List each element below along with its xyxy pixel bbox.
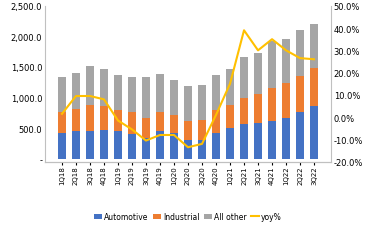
Bar xyxy=(156,113,164,131)
Bar xyxy=(240,99,248,125)
Bar xyxy=(142,77,150,119)
yoy% xyxy=(130,128,134,131)
Bar xyxy=(58,133,66,159)
Bar xyxy=(170,133,178,159)
yoy% xyxy=(102,99,106,101)
Bar xyxy=(212,110,220,133)
Bar xyxy=(100,130,108,159)
Legend: Automotive, Industrial, All other, yoy%: Automotive, Industrial, All other, yoy% xyxy=(94,212,282,221)
Bar xyxy=(100,70,108,107)
Bar xyxy=(72,132,80,159)
yoy% xyxy=(200,143,204,146)
Bar xyxy=(282,40,290,84)
yoy% xyxy=(74,95,78,98)
Bar xyxy=(282,118,290,159)
yoy% xyxy=(60,113,64,116)
Bar xyxy=(268,121,276,159)
Bar xyxy=(170,116,178,133)
yoy% xyxy=(158,134,162,137)
Bar xyxy=(254,124,262,159)
Bar xyxy=(184,140,192,159)
Bar xyxy=(198,121,206,141)
Bar xyxy=(170,81,178,116)
yoy% xyxy=(298,58,302,60)
Bar xyxy=(114,111,122,132)
Bar xyxy=(114,76,122,111)
Bar xyxy=(282,84,290,118)
Bar xyxy=(58,113,66,133)
Bar xyxy=(212,133,220,159)
Bar xyxy=(128,113,136,135)
Bar xyxy=(184,86,192,122)
Bar xyxy=(268,41,276,89)
Bar xyxy=(212,76,220,110)
Bar xyxy=(226,70,234,105)
Bar xyxy=(268,89,276,121)
Bar xyxy=(226,105,234,128)
yoy% xyxy=(88,95,92,98)
Bar xyxy=(184,122,192,140)
Bar xyxy=(58,78,66,113)
Bar xyxy=(100,107,108,130)
yoy% xyxy=(186,146,190,149)
Bar xyxy=(240,57,248,99)
yoy% xyxy=(172,134,176,137)
Bar xyxy=(72,109,80,132)
Bar xyxy=(296,77,304,113)
Bar xyxy=(198,141,206,159)
Bar xyxy=(114,132,122,159)
Bar xyxy=(310,107,318,159)
Bar xyxy=(254,54,262,95)
Bar xyxy=(128,78,136,113)
Bar xyxy=(142,119,150,139)
Bar xyxy=(128,135,136,159)
Bar xyxy=(198,86,206,121)
Bar xyxy=(86,66,94,106)
yoy% xyxy=(116,120,120,122)
yoy% xyxy=(284,50,288,52)
yoy% xyxy=(270,39,274,41)
yoy% xyxy=(228,83,232,86)
Bar xyxy=(156,131,164,159)
Bar xyxy=(310,24,318,68)
Bar xyxy=(296,113,304,159)
Bar xyxy=(86,131,94,159)
Line: yoy%: yoy% xyxy=(62,31,314,148)
yoy% xyxy=(242,30,246,32)
Bar xyxy=(226,128,234,159)
Bar xyxy=(310,68,318,107)
Bar xyxy=(296,31,304,77)
Bar xyxy=(142,139,150,159)
Bar xyxy=(86,106,94,131)
Bar xyxy=(240,125,248,159)
Bar xyxy=(254,95,262,124)
yoy% xyxy=(144,140,148,142)
Bar xyxy=(72,74,80,109)
yoy% xyxy=(312,59,316,61)
yoy% xyxy=(256,50,260,52)
Bar xyxy=(156,75,164,113)
yoy% xyxy=(214,114,218,117)
